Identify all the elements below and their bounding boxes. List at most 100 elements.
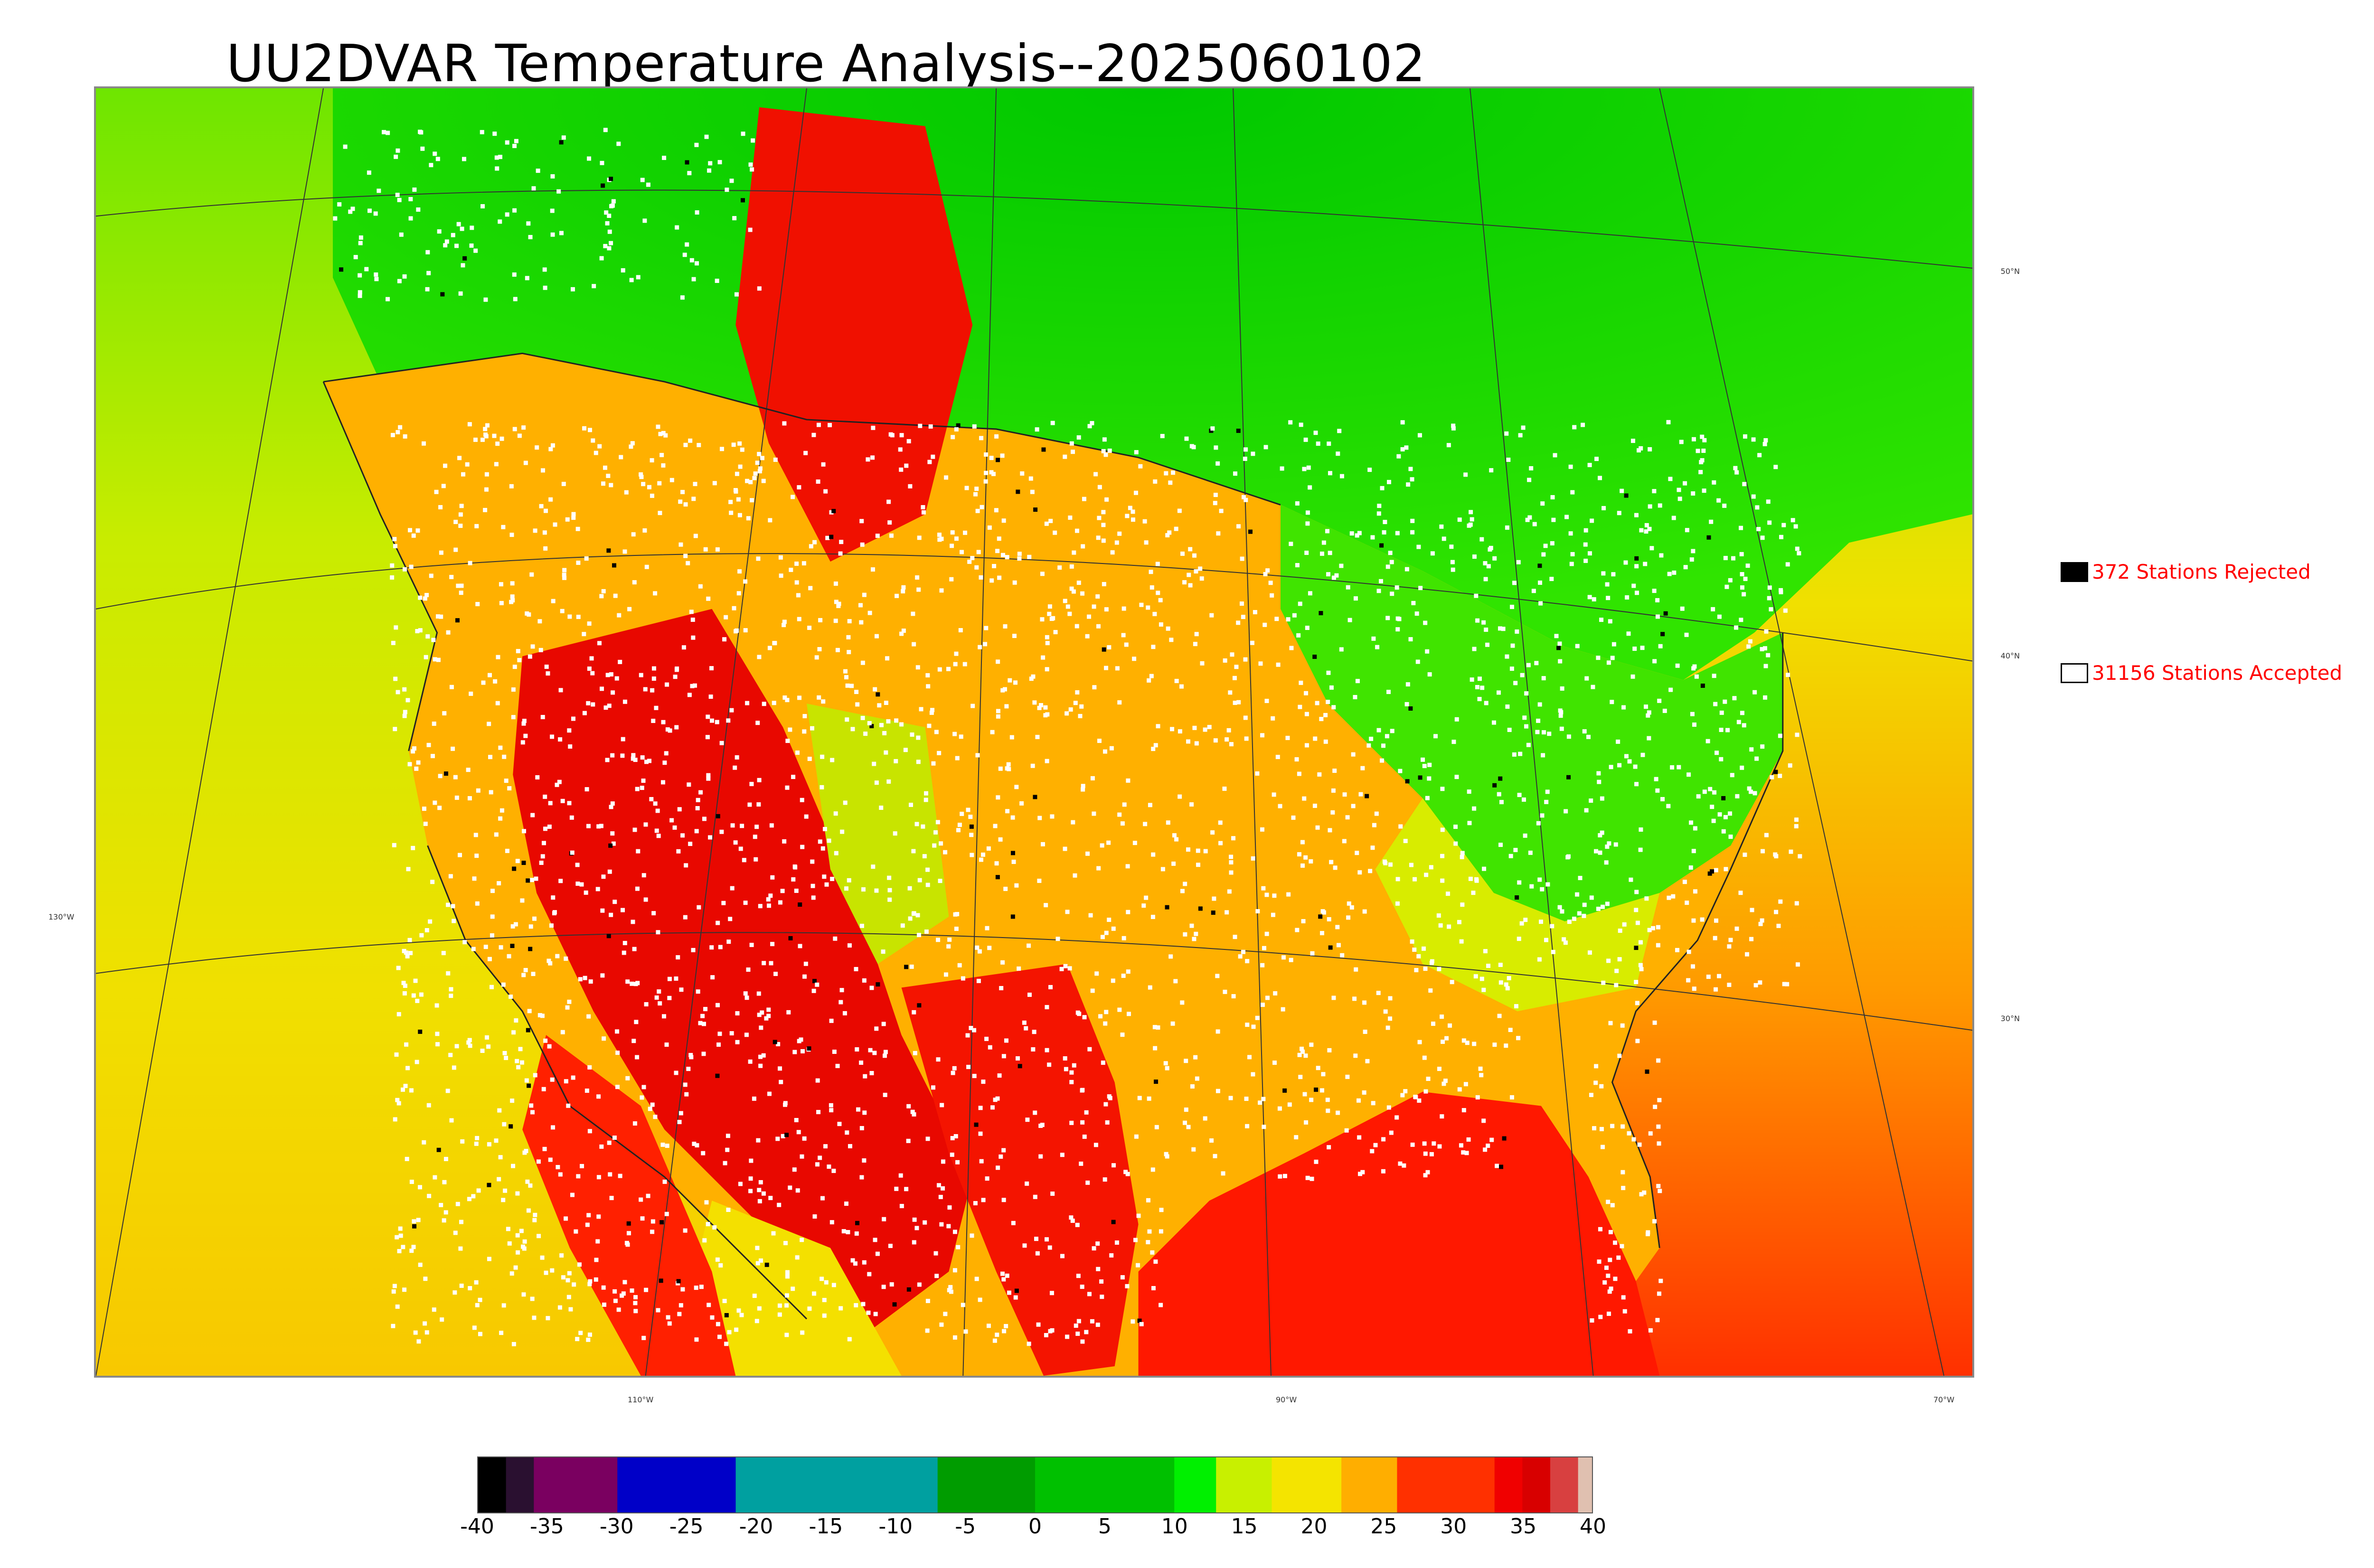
station-accepted <box>1053 630 1058 635</box>
station-accepted <box>1139 602 1144 607</box>
station-accepted <box>1463 1082 1468 1087</box>
station-accepted <box>502 1051 507 1055</box>
station-accepted <box>569 815 574 820</box>
station-accepted <box>1047 1245 1052 1250</box>
station-accepted <box>1148 803 1152 807</box>
station-accepted <box>1383 520 1387 525</box>
station-accepted <box>661 463 666 468</box>
station-accepted <box>683 1228 688 1233</box>
station-accepted <box>580 1164 584 1168</box>
station-accepted <box>1672 570 1677 575</box>
station-accepted <box>695 806 700 810</box>
station-accepted <box>925 1298 930 1303</box>
station-accepted <box>1437 1144 1442 1149</box>
station-accepted <box>561 481 566 486</box>
station-accepted <box>630 441 635 446</box>
station-accepted <box>1388 551 1393 555</box>
station-accepted <box>592 284 596 289</box>
station-accepted <box>506 1227 510 1231</box>
station-accepted <box>1203 1116 1207 1121</box>
station-accepted <box>674 976 678 981</box>
colorbar-tick-label: -20 <box>739 1514 773 1539</box>
station-accepted <box>759 1025 763 1030</box>
station-accepted <box>1468 876 1473 881</box>
station-accepted <box>780 889 785 893</box>
station-accepted <box>846 1230 850 1234</box>
station-accepted <box>710 718 714 723</box>
station-accepted <box>1087 1292 1092 1296</box>
station-accepted <box>1559 710 1564 714</box>
station-accepted <box>453 519 458 524</box>
station-accepted <box>499 1331 504 1335</box>
station-accepted <box>946 667 951 671</box>
station-accepted <box>1380 758 1385 763</box>
station-accepted <box>689 610 694 614</box>
station-accepted <box>1710 805 1715 809</box>
station-accepted <box>1171 861 1176 866</box>
station-accepted <box>924 930 929 934</box>
station-accepted <box>1617 957 1622 962</box>
station-accepted <box>1025 1181 1029 1186</box>
station-accepted <box>830 758 835 762</box>
station-accepted <box>1689 820 1694 825</box>
station-accepted <box>1178 729 1182 734</box>
station-accepted <box>1711 818 1716 823</box>
colorbar-segment <box>1550 1457 1579 1512</box>
station-rejected <box>527 1083 531 1088</box>
station-accepted <box>767 646 772 650</box>
station-accepted <box>803 961 808 966</box>
station-accepted <box>408 216 413 221</box>
station-accepted <box>451 233 455 237</box>
station-accepted <box>831 1283 836 1287</box>
station-accepted <box>1149 585 1154 590</box>
station-accepted <box>1339 563 1344 568</box>
station-accepted <box>422 807 426 811</box>
station-accepted <box>458 524 463 528</box>
station-accepted <box>840 829 845 834</box>
station-accepted <box>1723 815 1728 819</box>
station-accepted <box>1517 793 1522 798</box>
station-accepted <box>830 876 835 881</box>
station-accepted <box>1065 604 1070 609</box>
station-accepted <box>1141 903 1146 908</box>
station-accepted <box>794 1117 799 1122</box>
station-accepted <box>1085 1180 1090 1185</box>
station-accepted <box>1329 685 1334 690</box>
station-accepted <box>683 554 688 558</box>
station-accepted <box>1652 1219 1657 1224</box>
station-accepted <box>393 676 398 681</box>
station-accepted <box>1385 734 1389 739</box>
station-accepted <box>565 1005 570 1010</box>
station-accepted <box>963 1329 968 1334</box>
station-rejected <box>1502 1136 1507 1141</box>
station-accepted <box>521 721 526 726</box>
station-accepted <box>1605 901 1610 906</box>
station-accepted <box>1075 1332 1080 1336</box>
station-accepted <box>654 705 659 710</box>
station-accepted <box>1096 535 1101 540</box>
station-accepted <box>899 1204 904 1209</box>
station-accepted <box>1646 1230 1650 1235</box>
station-accepted <box>386 131 390 135</box>
station-accepted <box>1085 634 1090 638</box>
station-accepted <box>1421 757 1425 762</box>
station-accepted <box>1440 878 1445 883</box>
station-accepted <box>688 842 693 846</box>
station-accepted <box>1183 1120 1187 1125</box>
station-accepted <box>1611 572 1616 577</box>
station-accepted <box>1397 617 1402 621</box>
colorbar-tick-label: 40 <box>1580 1514 1606 1539</box>
station-rejected <box>906 1287 911 1292</box>
station-accepted <box>1721 829 1726 834</box>
station-accepted <box>970 704 975 708</box>
station-accepted <box>1543 544 1548 548</box>
station-accepted <box>1443 1079 1448 1083</box>
station-accepted <box>443 463 448 468</box>
station-accepted <box>622 1280 627 1285</box>
station-accepted <box>1151 645 1156 649</box>
station-accepted <box>993 824 998 828</box>
station-accepted <box>560 1030 565 1034</box>
station-accepted <box>1504 1043 1508 1048</box>
station-accepted <box>921 824 925 829</box>
station-accepted <box>758 904 763 909</box>
